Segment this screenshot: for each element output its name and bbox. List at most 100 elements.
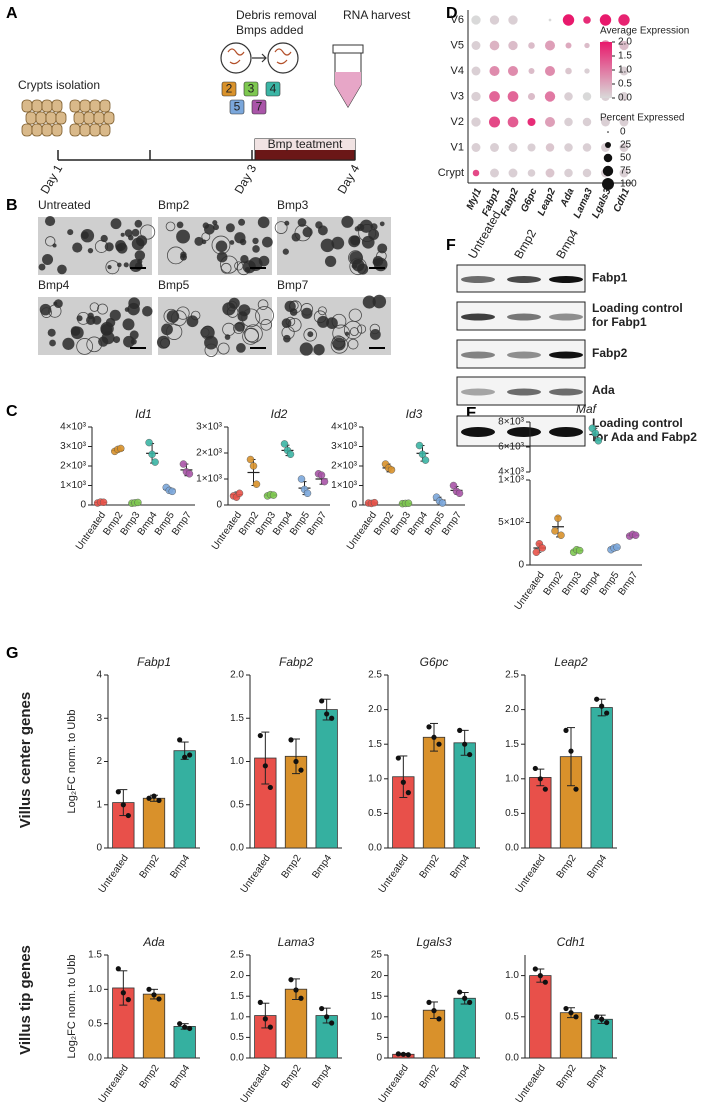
dot bbox=[599, 14, 612, 26]
organoid bbox=[299, 342, 313, 356]
treatment-bar-top bbox=[255, 139, 355, 150]
x-tick-label: Bmp2 bbox=[418, 853, 442, 881]
organoid bbox=[186, 315, 199, 328]
blot-label: for Ada and Fabp2 bbox=[592, 430, 697, 444]
x-tick-label: Untreated bbox=[377, 1063, 411, 1105]
band bbox=[461, 313, 495, 321]
point bbox=[462, 995, 468, 1001]
point bbox=[246, 455, 255, 464]
point bbox=[319, 1005, 325, 1012]
point bbox=[604, 1019, 610, 1026]
y-tick-label: 0 bbox=[351, 500, 357, 511]
row-label: V1 bbox=[451, 141, 464, 153]
y-tick-label: 0 bbox=[96, 843, 102, 854]
bar bbox=[453, 742, 476, 849]
organoid-ring bbox=[217, 342, 230, 355]
point bbox=[324, 1014, 330, 1020]
point bbox=[324, 711, 330, 717]
dot bbox=[489, 91, 500, 102]
organoid bbox=[216, 251, 228, 263]
organoid bbox=[362, 295, 376, 309]
colorbar-label: 0.0 bbox=[618, 93, 632, 104]
point bbox=[436, 741, 442, 747]
point bbox=[436, 1016, 442, 1022]
organoid-ring bbox=[97, 303, 108, 315]
size-label: 25 bbox=[620, 140, 632, 151]
x-tick-label: Bmp2 bbox=[555, 1063, 579, 1091]
dot bbox=[545, 168, 555, 178]
panel-label: G bbox=[6, 645, 18, 662]
x-tick-label: Untreated bbox=[239, 1063, 273, 1105]
point bbox=[182, 754, 188, 760]
blot-label: Fabp2 bbox=[592, 346, 628, 360]
organoid bbox=[282, 248, 289, 255]
y-tick-label: 6×10³ bbox=[498, 442, 525, 453]
point bbox=[115, 966, 121, 972]
organoid bbox=[67, 229, 74, 236]
dot bbox=[601, 117, 610, 127]
y-tick-label: 5 bbox=[376, 1032, 382, 1043]
tube-cap bbox=[332, 44, 364, 54]
organoid bbox=[331, 236, 345, 250]
organoid bbox=[373, 257, 388, 272]
organoid-ring bbox=[171, 310, 187, 327]
organoid bbox=[252, 245, 260, 253]
point bbox=[182, 1024, 188, 1030]
bar bbox=[590, 707, 613, 849]
micrographs: Untreated Bmp2 Bmp3 Bmp4 Bmp5 Bmp7 bbox=[38, 198, 391, 357]
organoid bbox=[225, 223, 235, 233]
point bbox=[538, 544, 547, 552]
crypt bbox=[51, 99, 63, 113]
gene-label: Cdh1 bbox=[612, 186, 633, 214]
dot bbox=[508, 40, 518, 51]
organoid-ring bbox=[220, 255, 239, 274]
dot bbox=[507, 65, 519, 77]
point bbox=[286, 450, 295, 459]
y-tick-label: 0.0 bbox=[505, 843, 519, 854]
organoid bbox=[87, 247, 94, 254]
size-label: 75 bbox=[620, 166, 632, 177]
organoid bbox=[49, 339, 56, 347]
gene-label: Myl1 bbox=[465, 186, 485, 211]
blot-label: Loading control bbox=[592, 301, 683, 315]
point bbox=[426, 724, 432, 730]
image-label: Bmp7 bbox=[277, 278, 309, 292]
dot bbox=[564, 143, 573, 152]
panel-label: E bbox=[466, 405, 477, 422]
point bbox=[387, 466, 396, 474]
bmp-number: 2 bbox=[226, 82, 233, 96]
point bbox=[151, 793, 157, 799]
organoid-ring bbox=[140, 224, 156, 240]
dot bbox=[527, 143, 536, 152]
organoid bbox=[234, 232, 246, 244]
dot bbox=[619, 92, 629, 101]
point bbox=[120, 990, 126, 996]
point bbox=[252, 480, 261, 488]
organoid bbox=[284, 220, 290, 226]
point bbox=[298, 995, 304, 1001]
x-tick-label: Bmp7 bbox=[305, 510, 329, 538]
dot bbox=[490, 143, 499, 152]
y-tick-label: 0.0 bbox=[88, 1053, 102, 1064]
organoid bbox=[72, 242, 83, 253]
x-tick-label: Bmp2 bbox=[418, 1063, 442, 1091]
organoid-ring bbox=[303, 328, 317, 342]
row-label: Crypt bbox=[438, 167, 464, 179]
organoid bbox=[341, 215, 354, 228]
organoid bbox=[76, 315, 83, 322]
blot-label: for Fabp1 bbox=[592, 315, 647, 329]
organoid-ring bbox=[348, 250, 363, 266]
dot bbox=[564, 168, 573, 178]
organoid bbox=[281, 318, 292, 329]
y-tick-label: 2×10³ bbox=[331, 461, 358, 472]
organoid bbox=[350, 235, 361, 246]
y-tick-label: 0 bbox=[80, 500, 86, 511]
x-tick-label: Bmp7 bbox=[616, 570, 640, 598]
point bbox=[288, 737, 294, 743]
bar bbox=[142, 797, 166, 849]
x-tick-label: Bmp4 bbox=[448, 1063, 472, 1091]
organoid bbox=[123, 335, 135, 348]
organoid bbox=[127, 302, 140, 316]
image-label: Bmp4 bbox=[38, 278, 70, 292]
row-label: V3 bbox=[451, 90, 464, 102]
